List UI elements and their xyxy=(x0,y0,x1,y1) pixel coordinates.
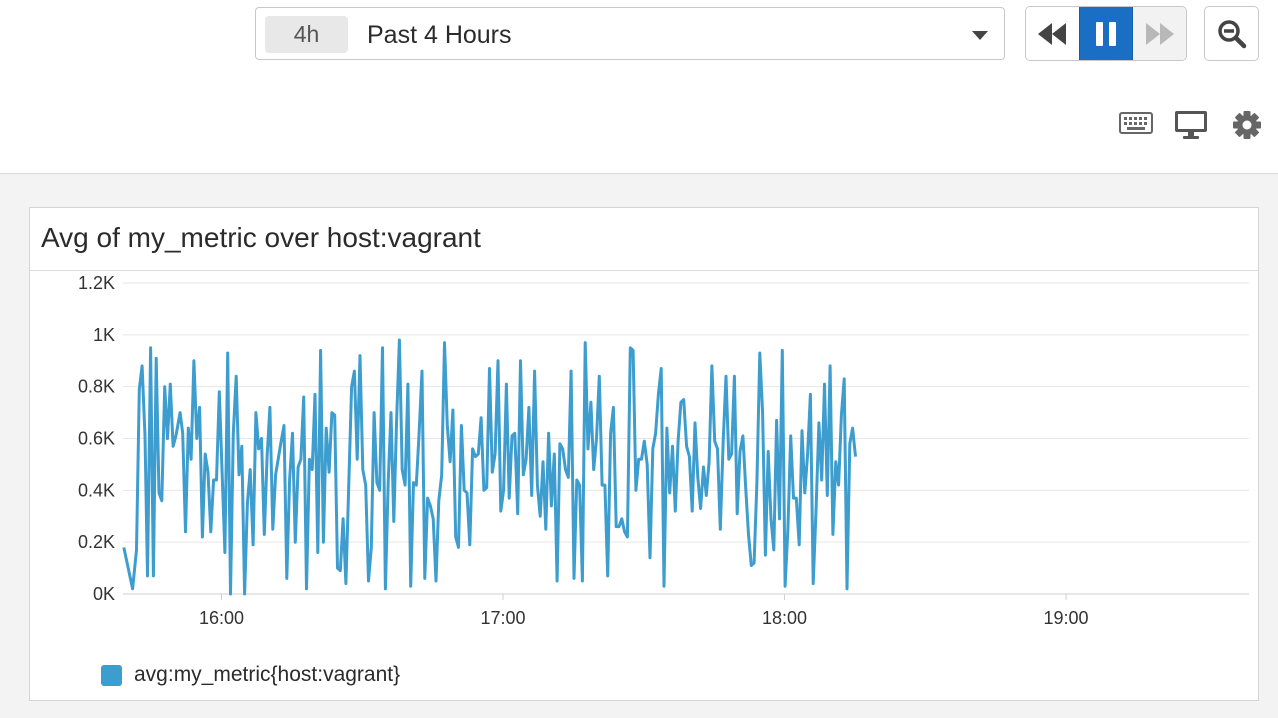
legend-swatch xyxy=(101,664,122,686)
x-tick-label: 16:00 xyxy=(199,608,244,628)
timeseries-chart[interactable]: 0K 0.2K 0.4K 0.6K 0.8K 1K 1.2K 16:00 17:00 18:00 1… xyxy=(30,208,1258,648)
pause-button[interactable] xyxy=(1078,7,1134,60)
widget-title: Avg of my_metric over host:vagrant xyxy=(41,222,481,253)
zoom-out-icon xyxy=(1217,19,1246,48)
fast-forward-icon xyxy=(1145,22,1174,45)
rewind-icon xyxy=(1038,22,1067,45)
x-tick-label: 18:00 xyxy=(762,608,807,628)
chart-legend: avg:my_metric{host:vagrant} xyxy=(101,663,400,687)
y-tick-label: 0.6K xyxy=(78,429,115,449)
y-tick-label: 0.8K xyxy=(78,377,115,397)
dashboard-header: 4h Past 4 Hours xyxy=(0,0,1278,174)
y-tick-label: 1.2K xyxy=(78,273,115,293)
tv-mode-button[interactable] xyxy=(1174,110,1208,140)
settings-button[interactable] xyxy=(1232,110,1262,140)
y-tick-label: 0.2K xyxy=(78,532,115,552)
y-tick-label: 0K xyxy=(93,584,115,604)
caret-down-icon xyxy=(972,31,988,40)
fast-forward-button[interactable] xyxy=(1133,7,1186,60)
playback-controls xyxy=(1025,6,1187,61)
keyboard-shortcuts-button[interactable] xyxy=(1119,110,1153,136)
y-tick-label: 0.4K xyxy=(78,480,115,500)
x-tick-label: 19:00 xyxy=(1044,608,1089,628)
timeseries-widget: Avg of my_metric over host:vagrant 0K 0.2… xyxy=(29,207,1259,701)
time-range-shortcut-pill: 4h xyxy=(265,16,348,53)
gear-icon xyxy=(1233,111,1261,139)
series-line xyxy=(122,338,857,596)
keyboard-icon xyxy=(1119,112,1153,134)
pause-icon xyxy=(1096,21,1116,46)
y-tick-label: 1K xyxy=(93,325,115,345)
widget-title-divider xyxy=(30,270,1258,271)
time-range-selector[interactable]: 4h Past 4 Hours xyxy=(255,7,1005,60)
x-tick-label: 17:00 xyxy=(481,608,526,628)
rewind-button[interactable] xyxy=(1026,7,1079,60)
zoom-out-button[interactable] xyxy=(1204,6,1259,61)
monitor-icon xyxy=(1175,111,1207,139)
time-range-label: Past 4 Hours xyxy=(367,21,512,49)
legend-series-label[interactable]: avg:my_metric{host:vagrant} xyxy=(134,663,401,686)
